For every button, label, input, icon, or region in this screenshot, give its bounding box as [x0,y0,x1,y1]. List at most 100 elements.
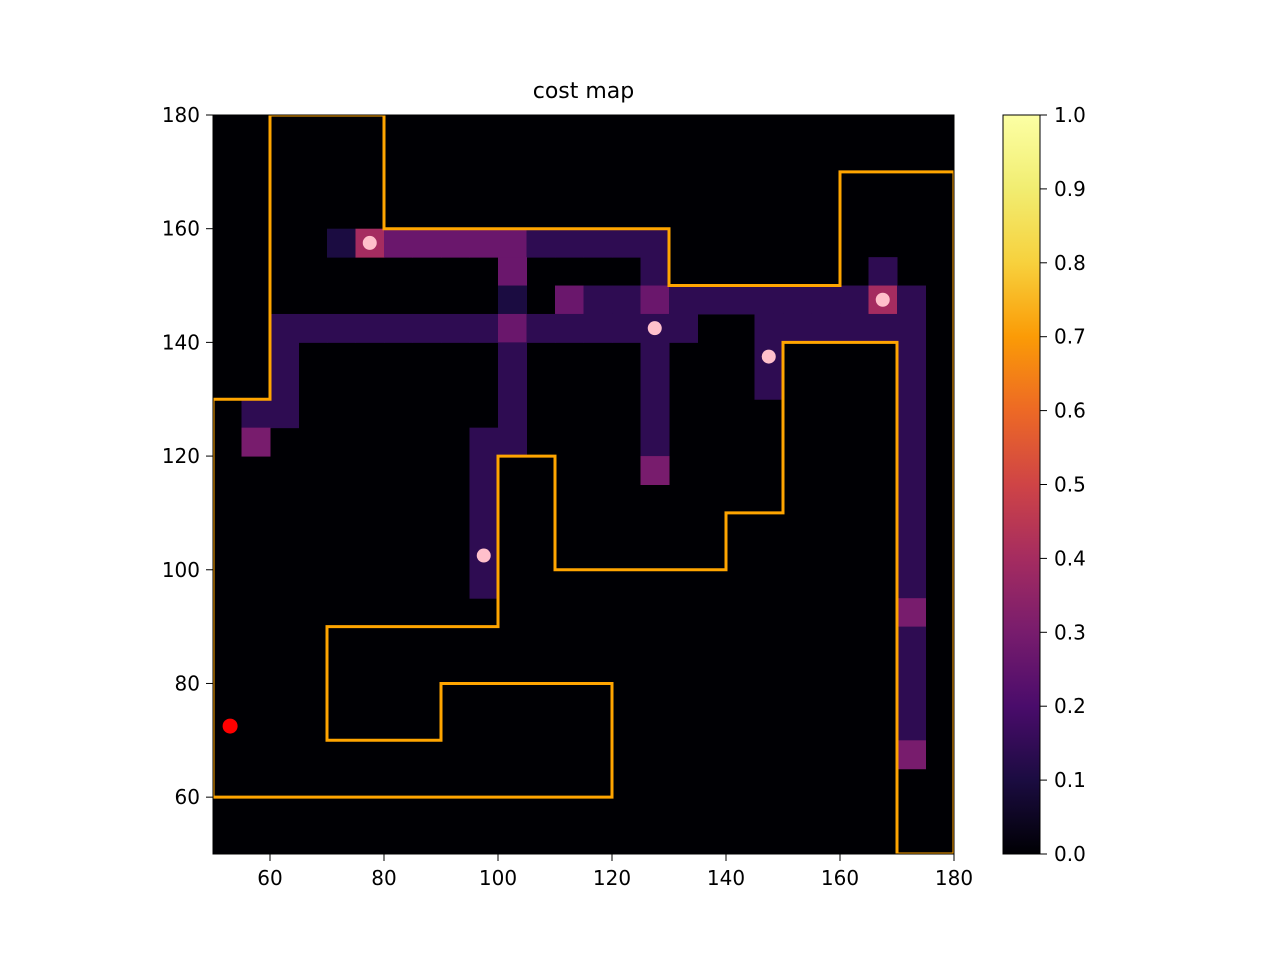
agent-marker [222,718,238,734]
heatmap-cell [526,313,556,343]
y-tick-label: 180 [162,103,200,127]
heatmap-cell [555,285,584,315]
colorbar: 0.0 0.1 0.2 0.3 0.4 0.5 0.6 0.7 0.8 0.9 1.0 [1002,103,1086,866]
heatmap-cell [754,313,784,343]
heatmap-cell [270,370,299,400]
x-tick-label: 80 [371,866,396,890]
heatmap-cell [469,484,499,514]
heatmap-cell [526,228,556,258]
heatmap-cell [469,569,499,599]
x-axis: 60 80 100 120 140 160 180 [257,854,973,890]
heatmap-cell [669,313,698,343]
heatmap-cell [897,512,926,542]
heatmap-cell [441,313,470,343]
heatmap-cell [783,313,812,343]
heatmap-cell [897,569,926,599]
colorbar-tick-label: 0.5 [1054,473,1086,497]
heatmap-cell [640,228,670,258]
heatmap-cell [498,427,527,457]
x-tick-label: 60 [257,866,282,890]
colorbar-ticks: 0.0 0.1 0.2 0.3 0.4 0.5 0.6 0.7 0.8 0.9 1.0 [1040,103,1086,866]
markers [222,235,890,734]
colorbar-tick-label: 0.7 [1054,325,1086,349]
plot-frame [212,114,955,855]
heatmap-cell [498,313,527,343]
obstacle-outline [213,115,954,854]
heatmap-cell [469,512,499,542]
heatmap-cell [897,342,926,372]
x-tick-label: 160 [821,866,859,890]
heatmap-cell [583,228,613,258]
heatmap-cell [897,285,926,315]
heatmap-cell [384,228,413,258]
x-tick-label: 140 [707,866,745,890]
heatmap-cell [640,257,670,287]
heatmap-cell [555,228,584,258]
target-marker [875,292,890,307]
heatmap-cell [868,313,898,343]
heatmap-cell [498,285,527,315]
heatmap-cell [412,313,442,343]
heatmap-cell [726,285,755,315]
plot-area [212,114,955,855]
colorbar-gradient [1002,114,1041,855]
y-tick-label: 120 [162,444,200,468]
heatmap-cell [811,313,841,343]
colorbar-tick-label: 0.9 [1054,177,1086,201]
heatmap-cell [840,285,869,315]
colorbar-tick-label: 0.8 [1054,251,1086,275]
heatmap-cell [498,257,527,287]
heatmap-cell [783,285,812,315]
heatmap-cell [270,342,299,372]
heatmap-cell [241,399,271,429]
heatmap-cell [897,740,926,770]
colorbar-tick-label: 0.1 [1054,768,1086,792]
heatmap-cell [640,456,670,485]
heatmap-cell [897,541,926,571]
heatmap-background [213,115,954,854]
y-tick-label: 140 [162,330,200,354]
obstacle-outlines [213,115,954,854]
heatmap-cell [469,456,499,485]
chart-title: cost map [533,79,635,104]
target-marker [761,349,776,364]
heatmap-cell [412,228,442,258]
heatmap-cell [754,285,784,315]
heatmap-cell [640,342,670,372]
heatmap-cell [498,342,527,372]
x-tick-label: 180 [935,866,973,890]
heatmap-cell [469,427,499,457]
heatmap-cell [669,285,698,315]
heatmap-cell [612,313,641,343]
heatmap-cell [355,313,385,343]
heatmap-cell [697,285,727,315]
heatmap-cell [640,399,670,429]
heatmap-cell [897,711,926,741]
colorbar-tick-label: 1.0 [1054,103,1086,127]
heatmap-cell [498,399,527,429]
heatmap-cell [441,228,470,258]
colorbar-tick-label: 0.6 [1054,399,1086,423]
heatmap-cell [327,313,356,343]
heatmap-cell [555,313,584,343]
heatmap-cell [384,313,413,343]
heatmap-cell [270,313,299,343]
target-marker [476,548,491,563]
heatmap-cell [897,427,926,457]
colorbar-tick-label: 0.3 [1054,620,1086,644]
heatmap-cell [897,626,926,656]
y-tick-label: 100 [162,558,200,582]
heatmap-cell [640,370,670,400]
y-tick-label: 80 [175,671,200,695]
heatmap-cell [897,683,926,713]
heatmap-cell [811,285,841,315]
heatmap-cell [583,285,613,315]
heatmap-cell [270,399,299,429]
y-tick-label: 160 [162,217,200,241]
heatmap-cell [241,427,271,457]
colorbar-tick-label: 0.4 [1054,546,1086,570]
heatmap-cell [840,313,869,343]
heatmap-cell [612,285,641,315]
heatmap-cell [754,370,784,400]
